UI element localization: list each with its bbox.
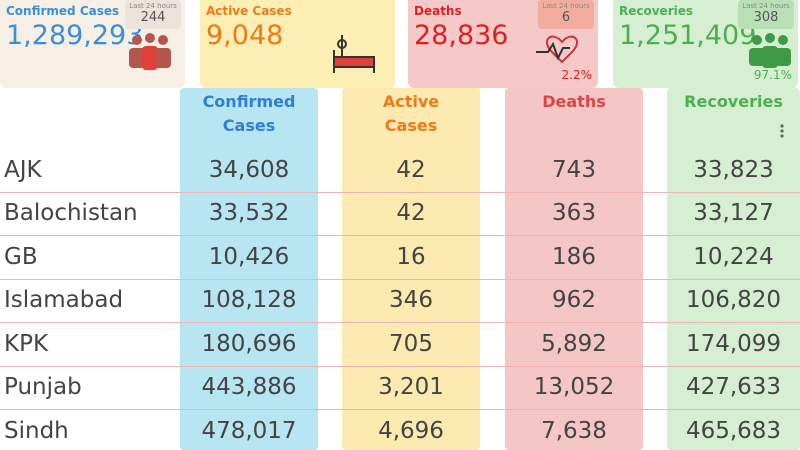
table-cell: 16 (396, 243, 426, 270)
card-title: Recoveries (619, 4, 694, 18)
table-cell: 33,532 (208, 200, 290, 227)
region-name: Balochistan (4, 200, 138, 227)
table-cell: 13,052 (533, 374, 615, 401)
table-cell: 5,892 (541, 330, 607, 357)
last-24-value: 244 (140, 10, 166, 25)
last-24-box: Last 24 hours 6 (538, 0, 594, 29)
region-name: Islamabad (4, 287, 124, 314)
row-separator (0, 322, 800, 323)
column-header: Recoveries (684, 92, 783, 111)
people-icon (129, 33, 171, 70)
column-header: Deaths (542, 92, 606, 111)
stat-card: Deaths 28,836 Last 24 hours 6 2.2% (408, 0, 598, 88)
card-title: Deaths (414, 4, 462, 18)
card-value: 1,289,293 (6, 20, 144, 51)
row-separator (0, 409, 800, 410)
table-cell: 10,426 (208, 243, 290, 270)
table-cell: 705 (389, 330, 433, 357)
table-cell: 443,886 (201, 374, 297, 401)
table-cell: 33,127 (693, 200, 774, 227)
region-name: GB (4, 243, 38, 270)
table-cell: 465,683 (685, 417, 782, 444)
column-header: Confirmed Cases (202, 92, 296, 135)
card-value: 28,836 (414, 20, 509, 51)
column-header: Active Cases (382, 92, 440, 135)
table-cell: 427,633 (685, 374, 782, 401)
card-value: 1,251,409 (619, 20, 757, 51)
region-name: KPK (4, 330, 49, 357)
table-cell: 174,099 (685, 330, 782, 357)
last-24-box: Last 24 hours 244 (125, 0, 181, 29)
region-name: AJK (4, 156, 42, 183)
table-cell: 346 (389, 287, 433, 314)
table-cell: 4,696 (378, 417, 444, 444)
last-24-value: 6 (561, 10, 571, 25)
table-cell: 108,128 (201, 287, 297, 314)
table-cell: 363 (552, 200, 596, 227)
card-percent: 97.1% (753, 68, 792, 82)
stat-card: Confirmed Cases 1,289,293 Last 24 hours 244 (0, 0, 185, 88)
recovered-icon (749, 33, 791, 68)
table-cell: 962 (552, 287, 596, 314)
menu-icon[interactable] (780, 124, 784, 138)
stat-card: Active Cases 9,048 (200, 0, 395, 88)
last-24-box: Last 24 hours 308 (738, 0, 794, 29)
card-title: Confirmed Cases (6, 4, 120, 18)
table-cell: 10,224 (693, 243, 774, 270)
column-bg (342, 88, 480, 450)
table-cell: 7,638 (541, 417, 607, 444)
column-bg (667, 88, 800, 450)
table-cell: 180,696 (201, 330, 297, 357)
row-separator (0, 278, 800, 280)
region-name: Punjab (4, 374, 82, 401)
table-cell: 186 (552, 243, 596, 270)
last-24-label: Last 24 hours (742, 2, 790, 10)
bed-icon (333, 35, 375, 73)
table-cell: 34,608 (208, 156, 290, 183)
card-title: Active Cases (206, 4, 292, 18)
table-cell: 743 (552, 156, 596, 183)
card-value: 9,048 (206, 20, 284, 51)
table-cell: 106,820 (685, 287, 782, 314)
heart-icon (536, 35, 578, 64)
last-24-value: 308 (753, 10, 779, 25)
last-24-label: Last 24 hours (542, 2, 590, 10)
row-separator (0, 365, 800, 367)
table-cell: 42 (396, 156, 426, 183)
region-name: Sindh (4, 417, 69, 444)
row-separator (0, 191, 800, 193)
table-cell: 33,823 (693, 156, 774, 183)
column-bg (505, 88, 643, 450)
table-cell: 3,201 (378, 374, 444, 401)
table-cell: 478,017 (201, 417, 297, 444)
stat-card: Recoveries 1,251,409 Last 24 hours 308 97.1% (613, 0, 798, 88)
last-24-label: Last 24 hours (129, 2, 177, 10)
row-separator (0, 235, 800, 236)
table-cell: 42 (396, 200, 426, 227)
column-bg (180, 88, 318, 450)
card-percent: 2.2% (561, 68, 593, 82)
